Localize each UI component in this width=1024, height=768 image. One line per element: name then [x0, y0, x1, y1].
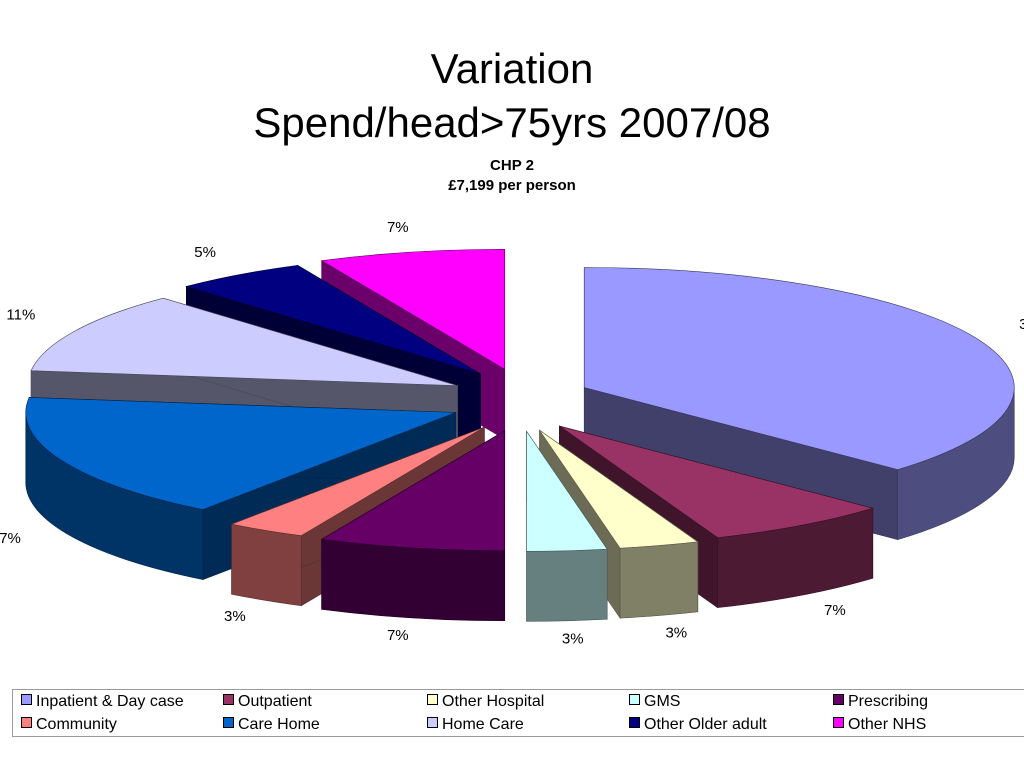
- slice-top: [559, 425, 874, 538]
- legend-item: Home Care: [427, 715, 524, 735]
- legend-item: Community: [21, 715, 117, 735]
- legend-label: Other NHS: [848, 716, 927, 733]
- pie-slice: [320, 430, 506, 622]
- legend-item: Care Home: [223, 715, 320, 735]
- slice-side: [619, 541, 699, 619]
- legend-item: Inpatient & Day case: [21, 692, 184, 712]
- chart-title: Variation Spend/head>75yrs 2007/08: [0, 42, 1024, 150]
- slice-top: [526, 430, 608, 552]
- legend-swatch: [21, 694, 32, 705]
- chart-legend: Inpatient & Day case Outpatient Other Hosp…: [12, 689, 1024, 737]
- legend-item: Other Hospital: [427, 692, 544, 712]
- slice-value-label: 7%: [387, 627, 409, 644]
- slice-value-label: 3%: [562, 631, 584, 648]
- slice-value-label: 3%: [224, 608, 246, 625]
- slice-value-label: 11%: [6, 307, 35, 324]
- legend-label: Prescribing: [848, 693, 929, 710]
- legend-swatch: [21, 717, 32, 728]
- title-line-2: Spend/head>75yrs 2007/08: [253, 99, 771, 146]
- legend-label: GMS: [644, 693, 681, 710]
- legend-swatch: [629, 694, 640, 705]
- slice-top: [25, 397, 456, 510]
- legend-swatch: [833, 717, 844, 728]
- legend-swatch: [223, 694, 234, 705]
- legend-label: Home Care: [442, 716, 524, 733]
- slice-value-label: 5%: [194, 244, 216, 261]
- slice-top: [30, 297, 458, 386]
- slice-side: [321, 538, 506, 622]
- legend-item: Outpatient: [223, 692, 312, 712]
- slice-top: [230, 426, 485, 537]
- slice-value-label: 3%: [665, 625, 687, 642]
- legend-item: Other Older adult: [629, 715, 767, 735]
- slice-top: [583, 267, 1015, 470]
- legend-swatch: [427, 717, 438, 728]
- pie-slice: [526, 430, 608, 622]
- legend-label: Community: [36, 716, 117, 733]
- title-line-1: Variation: [430, 45, 594, 92]
- legend-swatch: [833, 694, 844, 705]
- slice-top: [320, 248, 506, 370]
- slice-top: [185, 265, 481, 375]
- slice-value-label: 7%: [824, 602, 846, 619]
- subtitle-line-2: £7,199 per person: [448, 177, 576, 194]
- legend-item: Other NHS: [833, 715, 926, 735]
- legend-item: GMS: [629, 692, 680, 712]
- legend-item: Prescribing: [833, 692, 928, 712]
- chart-subtitle: CHP 2 £7,199 per person: [0, 156, 1024, 196]
- slice-top: [320, 430, 506, 552]
- subtitle-line-1: CHP 2: [490, 157, 534, 174]
- legend-swatch: [427, 694, 438, 705]
- slice-top: [539, 430, 699, 549]
- slice-side: [526, 548, 608, 622]
- slice-value-label: 7%: [387, 219, 409, 236]
- slice-value-label: 17%: [0, 530, 21, 547]
- slice-side: [231, 523, 302, 607]
- legend-label: Care Home: [238, 716, 320, 733]
- legend-swatch: [629, 717, 640, 728]
- legend-label: Inpatient & Day case: [36, 693, 184, 710]
- slice-value-label: 37%: [1019, 316, 1024, 333]
- legend-label: Outpatient: [238, 693, 312, 710]
- legend-label: Other Older adult: [644, 716, 767, 733]
- legend-swatch: [223, 717, 234, 728]
- legend-label: Other Hospital: [442, 693, 545, 710]
